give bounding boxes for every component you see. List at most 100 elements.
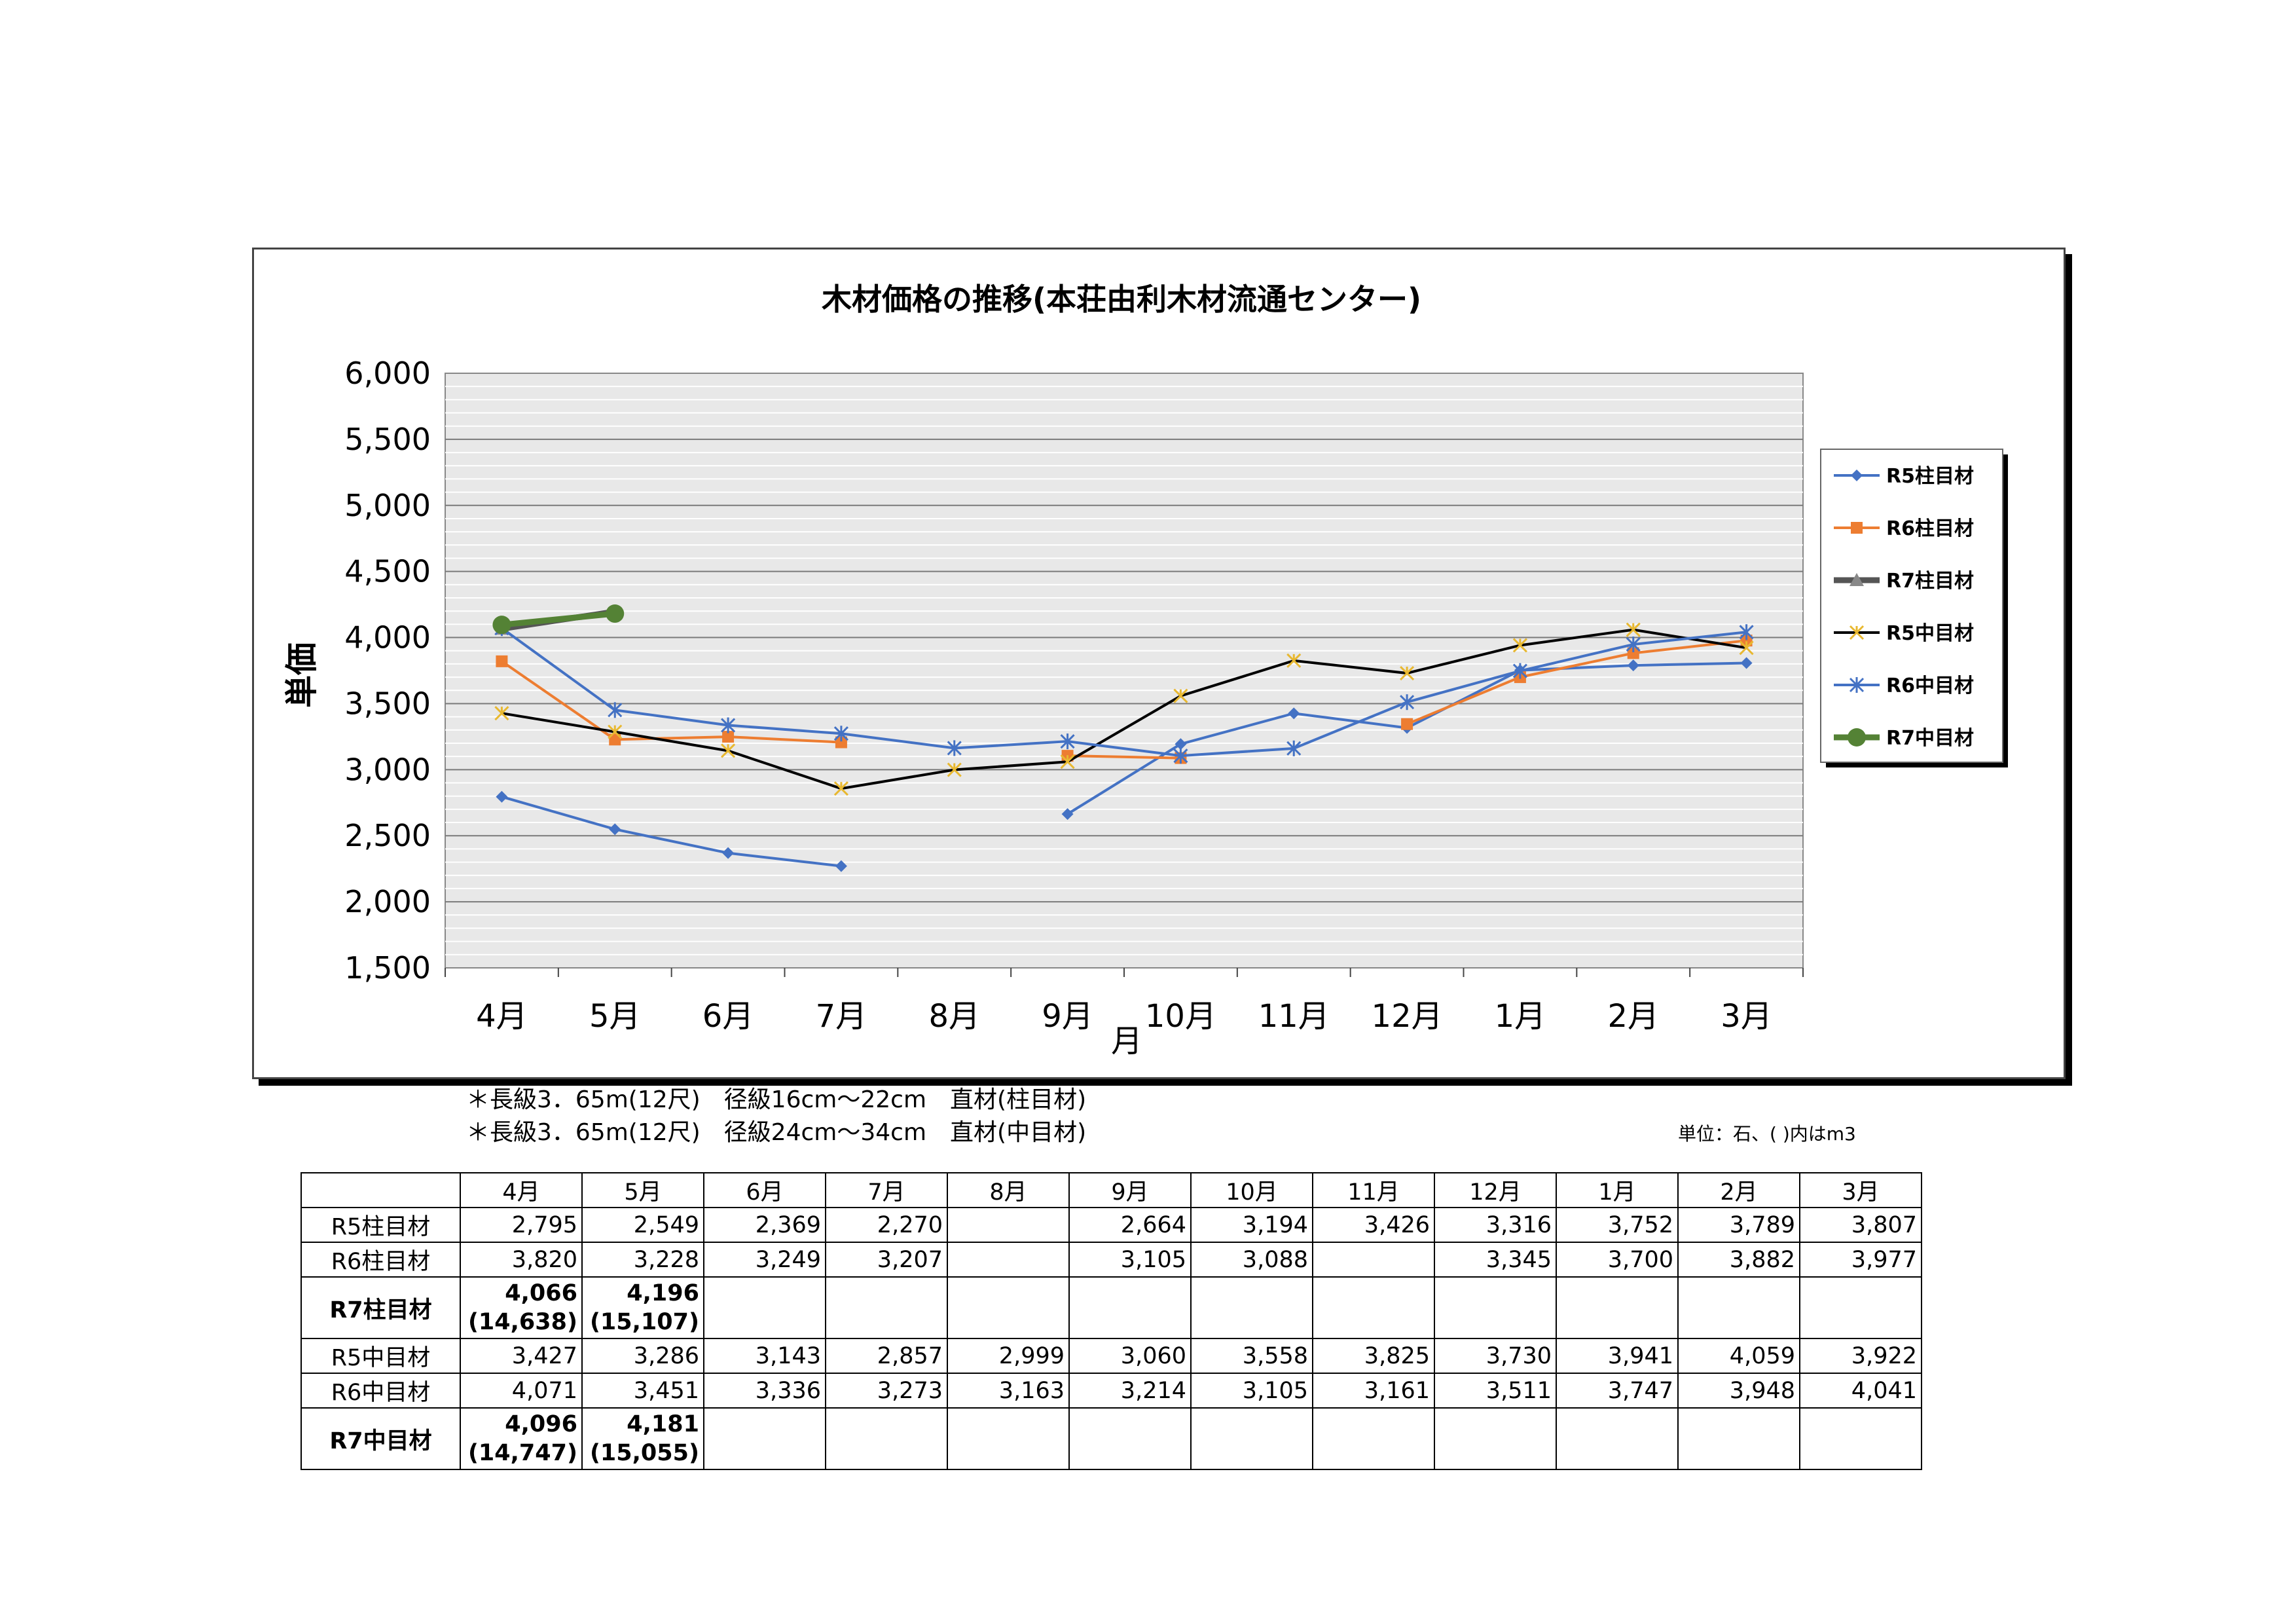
table-cell: 3,105 — [1190, 1373, 1313, 1409]
table-row-label: R7柱目材 — [301, 1276, 461, 1339]
y-tick-label: 6,000 — [344, 356, 431, 391]
data-point — [947, 740, 962, 756]
table-month-header: 3月 — [1799, 1172, 1922, 1208]
data-point — [1286, 653, 1302, 668]
data-point — [1851, 470, 1863, 481]
legend-label: R6柱目材 — [1886, 517, 1974, 540]
data-point — [835, 736, 847, 748]
x-tick-label: 11月 — [1258, 998, 1330, 1035]
x-tick-label: 9月 — [1042, 998, 1093, 1035]
y-axis-label: 単価 — [283, 642, 321, 708]
data-point — [833, 781, 848, 796]
table-cell — [947, 1407, 1070, 1470]
data-point — [721, 717, 736, 733]
table-cell: 3,143 — [703, 1338, 826, 1374]
series-4 — [494, 620, 1754, 764]
table-cell — [947, 1207, 1070, 1243]
data-point — [1400, 694, 1415, 710]
table-cell: 2,270 — [825, 1207, 948, 1243]
data-point — [1060, 754, 1075, 769]
table-cell — [703, 1407, 826, 1470]
legend-entry: R6柱目材 — [1834, 517, 1974, 540]
y-tick-label: 2,500 — [344, 818, 431, 853]
table-cell: 3,941 — [1556, 1338, 1679, 1374]
data-point — [1850, 573, 1864, 586]
data-point — [609, 823, 621, 836]
line-chart: 木材価格の推移(本荘由利木材流通センター) 6,000 5,500 5,000 4,5… — [283, 282, 2008, 1060]
data-point — [606, 604, 625, 623]
table-cell: 3,922 — [1799, 1338, 1922, 1374]
legend-label: R6中目材 — [1886, 674, 1974, 697]
table-cell: 4,071 — [460, 1373, 583, 1409]
data-point — [1626, 637, 1641, 653]
table-cell: 3,088 — [1190, 1242, 1313, 1278]
data-point — [835, 860, 847, 872]
table-cell: 3,558 — [1190, 1338, 1313, 1374]
data-point — [1849, 625, 1865, 640]
table-cell — [1556, 1276, 1679, 1339]
table-month-header: 6月 — [703, 1172, 826, 1208]
legend-label: R5柱目材 — [1886, 465, 1974, 488]
table-row-label: R7中目材 — [301, 1407, 461, 1470]
table-cell: 3,752 — [1556, 1207, 1679, 1243]
series-5 — [492, 604, 625, 635]
table-row-label: R5中目材 — [301, 1338, 461, 1374]
data-point — [496, 655, 508, 667]
table-cell — [1312, 1407, 1435, 1470]
table-cell-m3-value: (14,747) — [467, 1440, 577, 1466]
table-cell — [1190, 1407, 1313, 1470]
series-line — [501, 660, 842, 744]
table-cell: 3,825 — [1312, 1338, 1435, 1374]
x-tick-label: 7月 — [816, 998, 867, 1035]
data-point — [1288, 707, 1300, 720]
table-month-header: 12月 — [1434, 1172, 1557, 1208]
table-cell: 4,066 (14,638) — [460, 1276, 583, 1339]
price-table: 4月 5月 6月 7月 8月 9月 10月 11月 12月 1月 2月 3月 R5柱目材 2,795 2,… — [301, 1172, 1922, 1470]
table-row: R7柱目材 4,066 (14,638) 4,196 (15,107) — [301, 1276, 1922, 1339]
table-cell — [1677, 1276, 1800, 1339]
data-point — [1061, 808, 1074, 821]
series-3 — [494, 622, 1754, 796]
table-cell — [703, 1276, 826, 1339]
table-cell: 3,747 — [1556, 1373, 1679, 1409]
table-cell: 3,511 — [1434, 1373, 1557, 1409]
table-cell: 3,451 — [581, 1373, 704, 1409]
table-cell: 3,214 — [1068, 1373, 1192, 1409]
data-point — [496, 790, 508, 803]
table-row: R5柱目材 2,795 2,549 2,369 2,270 2,664 3,194 3,426… — [301, 1207, 1922, 1243]
table-cell — [1677, 1407, 1800, 1470]
chart-frame: 木材価格の推移(本荘由利木材流通センター) 6,000 5,500 5,000 4,5… — [252, 248, 2066, 1079]
table-cell: 3,882 — [1677, 1242, 1800, 1278]
data-point — [1739, 640, 1754, 655]
data-point — [1627, 647, 1639, 659]
table-row: R5中目材 3,427 3,286 3,143 2,857 2,999 3,060 3,558… — [301, 1338, 1922, 1374]
series-line — [501, 795, 842, 868]
table-cell — [1799, 1407, 1922, 1470]
x-tick-label: 10月 — [1145, 998, 1216, 1035]
legend-entry: R7柱目材 — [1834, 570, 1974, 593]
data-point — [1512, 638, 1527, 653]
table-cell: 3,427 — [460, 1338, 583, 1374]
table-row-label: R5柱目材 — [301, 1207, 461, 1243]
data-point — [494, 706, 509, 721]
table-cell: 3,336 — [703, 1373, 826, 1409]
table-cell — [1799, 1276, 1922, 1339]
data-point — [1173, 688, 1188, 703]
legend-entry: R7中目材 — [1834, 727, 1974, 750]
table-row-label: R6柱目材 — [301, 1242, 461, 1278]
table-cell: 4,196 (15,107) — [581, 1276, 704, 1339]
table-cell — [947, 1276, 1070, 1339]
table-cell: 4,041 — [1799, 1373, 1922, 1409]
table-cell: 3,161 — [1312, 1373, 1435, 1409]
table-cell: 3,820 — [460, 1242, 583, 1278]
data-point — [1626, 622, 1641, 637]
table-cell-m3-value: (14,638) — [467, 1309, 577, 1335]
legend-label: R5中目材 — [1886, 622, 1974, 645]
table-cell: 4,181 (15,055) — [581, 1407, 704, 1470]
table-cell-value: 4,196 — [627, 1280, 699, 1306]
x-axis-label: 月 — [1111, 1023, 1142, 1060]
table-cell: 3,730 — [1434, 1338, 1557, 1374]
plot-area — [445, 373, 1804, 969]
series-line — [501, 627, 1747, 758]
table-cell: 3,286 — [581, 1338, 704, 1374]
